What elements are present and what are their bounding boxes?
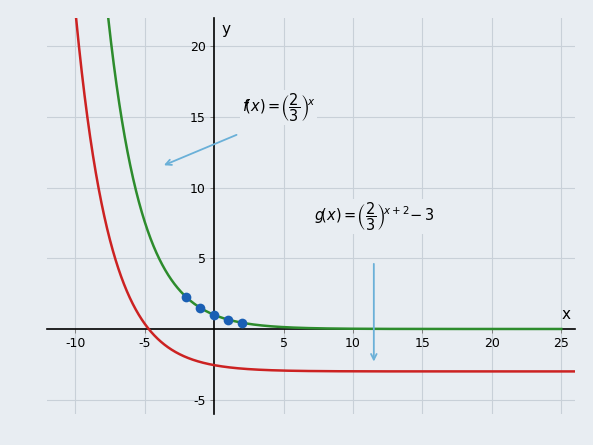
Text: $f\!\left(x\right)=\!\left(\dfrac{2}{3}\right)^{\!x}$: $f\!\left(x\right)=\!\left(\dfrac{2}{3}\… <box>242 91 315 124</box>
Text: $g\!\left(x\right)=\!\left(\dfrac{2}{3}\right)^{\!x+2}\!-3$: $g\!\left(x\right)=\!\left(\dfrac{2}{3}\… <box>314 200 435 233</box>
Text: x: x <box>562 307 571 322</box>
Text: y: y <box>221 22 230 37</box>
